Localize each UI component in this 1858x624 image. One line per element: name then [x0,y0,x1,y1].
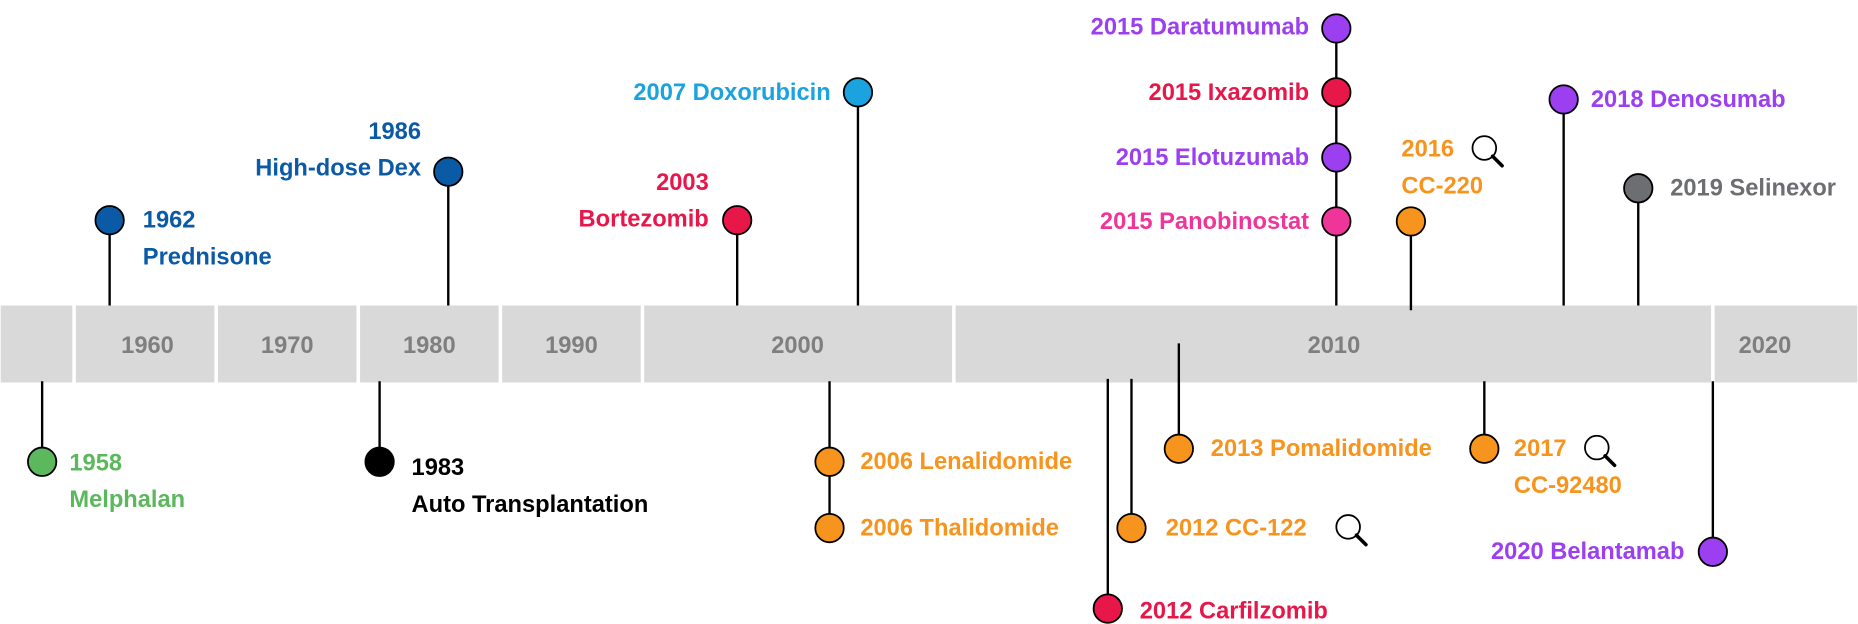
decade-label: 2020 [1739,333,1792,359]
event-label: 2006 Thalidomide [860,516,1059,542]
event-dot [27,446,58,477]
event-label: Prednisone [143,244,272,270]
timeline-band [0,305,1858,383]
event-label: 2016 [1401,137,1454,163]
event-dot [1321,13,1352,44]
event-label: 2006 Lenalidomide [860,449,1072,475]
event-label: Auto Transplantation [412,492,649,518]
magnifier-icon [1335,514,1361,540]
event-dot [94,205,125,236]
event-label: 2007 Doxorubicin [633,80,830,106]
event-dot [1116,512,1147,544]
event-label: 2019 Selinexor [1670,176,1836,202]
magnifier-icon [1471,135,1498,161]
event-label: High-dose Dex [255,156,421,182]
event-label: 2012 CC-122 [1166,516,1307,542]
event-dot [1469,433,1500,464]
event-dot [722,205,753,236]
event-dot [364,446,395,477]
event-label: 2015 Elotuzumab [1116,145,1309,171]
event-label: 2015 Panobinostat [1100,209,1309,235]
event-dot [1697,536,1728,567]
event-label: 2020 Belantamab [1491,539,1684,565]
event-dot [1321,142,1352,173]
event-dot [1548,84,1579,115]
event-dot [1321,206,1352,237]
event-label: CC-92480 [1514,473,1622,499]
event-dot [433,156,464,187]
event-label: Bortezomib [579,206,709,232]
event-label: 2013 Pomalidomide [1211,436,1432,462]
decade-label: 1980 [403,333,456,359]
event-dot [814,512,845,544]
event-dot [1321,77,1352,108]
magnifier-handle [1603,454,1617,468]
decade-label: 1990 [545,333,598,359]
event-label: 1962 [143,208,196,234]
event-dot [1395,206,1427,237]
decade-label: 2000 [771,333,824,359]
event-dot [1163,433,1194,464]
event-label: CC-220 [1401,173,1483,199]
event-label: 1958 [69,450,122,476]
event-dot [814,446,845,477]
event-label: 1983 [412,455,465,481]
event-label: 1986 [368,119,421,145]
decade-label: 1970 [261,333,314,359]
decade-label: 1960 [121,333,174,359]
event-dot [1623,173,1654,204]
event-label: 2003 [656,170,709,196]
event-label: Melphalan [69,487,185,513]
magnifier-handle [1354,533,1368,547]
event-label: 2015 Ixazomib [1149,80,1310,106]
decade-label: 2010 [1308,333,1361,359]
event-label: 2018 Denosumab [1591,87,1786,113]
event-dot [842,77,874,108]
event-label: 2017 [1514,436,1567,462]
event-dot [1092,593,1123,624]
magnifier-icon [1584,434,1610,461]
event-label: 2015 Daratumumab [1091,15,1309,41]
magnifier-handle [1490,154,1504,168]
event-label: 2012 Carfilzomib [1140,598,1328,624]
